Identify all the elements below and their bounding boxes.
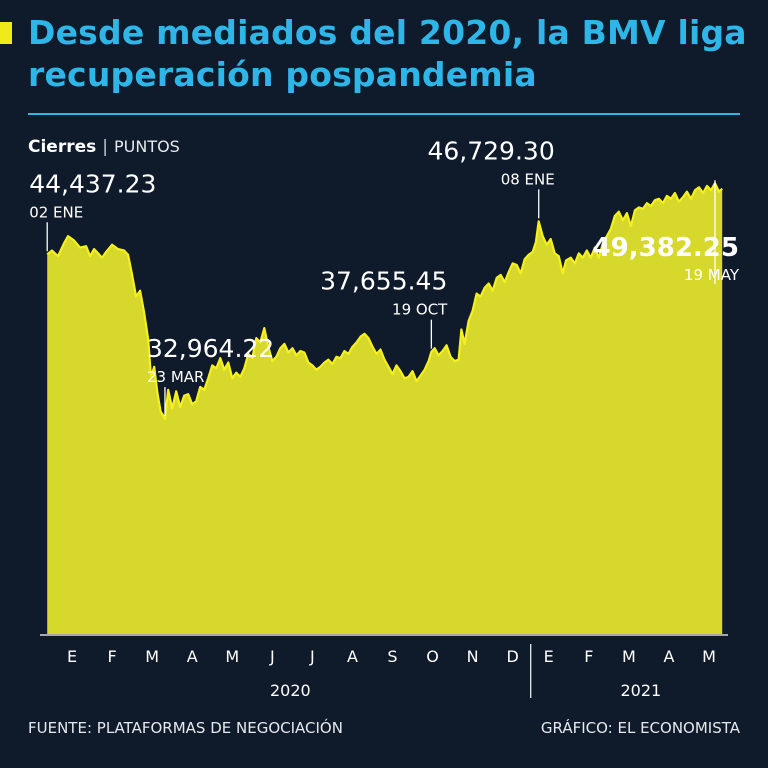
- month-tick-label: M: [622, 647, 636, 666]
- month-tick-label: O: [426, 647, 439, 666]
- source-note: FUENTE: PLATAFORMAS DE NEGOCIACIÓN: [28, 719, 343, 737]
- month-tick-label: E: [67, 647, 77, 666]
- month-tick-label: M: [145, 647, 159, 666]
- annotation-date: 23 MAR: [147, 368, 204, 386]
- page-title: Desde mediados del 2020, la BMV liga rec…: [28, 13, 747, 94]
- annotation-value: 32,964.22: [147, 334, 274, 363]
- month-tick-label: A: [347, 647, 358, 666]
- month-tick-label: S: [387, 647, 397, 666]
- year-label: 2020: [270, 681, 311, 700]
- annotation-value: 49,382.25: [593, 233, 739, 263]
- annotation-date: 19 MAY: [684, 266, 740, 284]
- chart-subtitle: Cierres | PUNTOS: [28, 136, 180, 158]
- annotation-date: 02 ENE: [29, 203, 83, 221]
- subtitle-main: Cierres: [28, 137, 97, 157]
- month-tick-label: D: [507, 647, 519, 666]
- month-tick-label: N: [467, 647, 479, 666]
- annotation-date: 19 OCT: [392, 301, 448, 319]
- month-tick-label: A: [187, 647, 198, 666]
- annotation-value: 37,655.45: [320, 267, 447, 296]
- month-tick-label: M: [702, 647, 716, 666]
- month-tick-label: A: [663, 647, 674, 666]
- month-tick-label: J: [269, 647, 275, 666]
- annotation-value: 46,729.30: [427, 136, 554, 165]
- month-tick-label: J: [309, 647, 315, 666]
- title-rule: [28, 113, 740, 115]
- year-label: 2021: [621, 681, 662, 700]
- month-tick-label: F: [107, 647, 116, 666]
- credit-note: GRÁFICO: EL ECONOMISTA: [540, 719, 740, 737]
- series-line: [46, 182, 723, 421]
- annotation-value: 44,437.23: [29, 169, 156, 198]
- series-area: [47, 183, 723, 634]
- month-tick-label: F: [584, 647, 593, 666]
- subtitle-unit: PUNTOS: [113, 137, 180, 156]
- month-tick-label: E: [544, 647, 554, 666]
- subtitle-separator: |: [102, 137, 108, 157]
- accent-bar: [0, 22, 12, 44]
- month-tick-label: M: [225, 647, 239, 666]
- annotation-date: 08 ENE: [501, 170, 555, 188]
